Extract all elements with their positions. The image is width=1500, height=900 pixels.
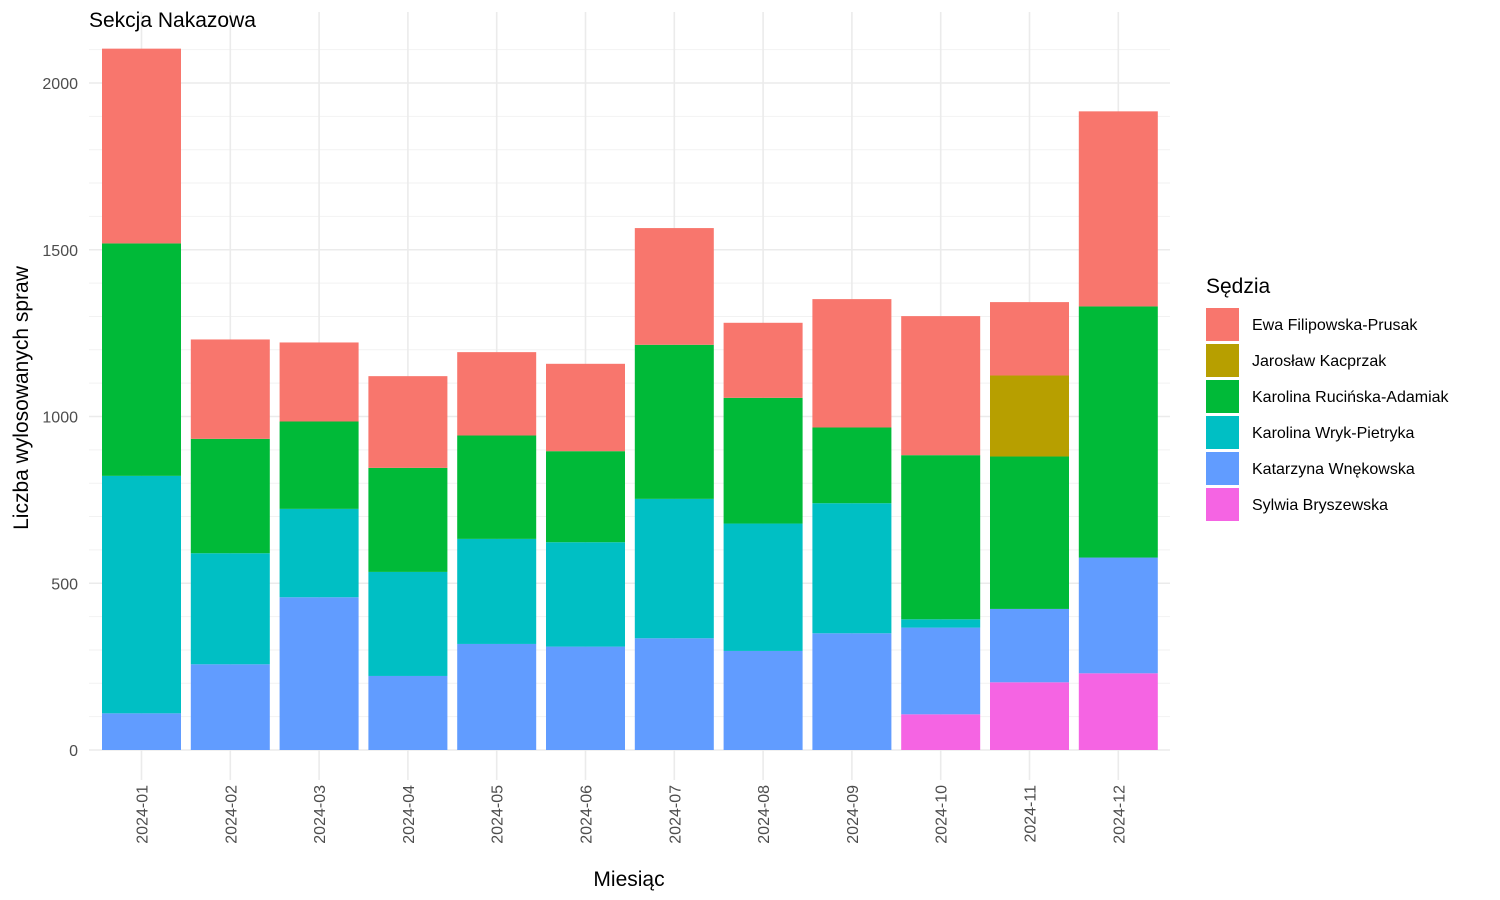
bar-segment: Ewa Filipowska-Prusak: 585 xyxy=(1078,111,1158,307)
bar-segment: Karolina Rucińska-Adamiak: 753 xyxy=(1078,306,1158,558)
bar-segment: Karolina Rucińska-Adamiak: 377 xyxy=(723,397,803,524)
legend-swatch xyxy=(1206,380,1239,413)
bar-segment: Jarosław Kacprzak: 243 xyxy=(990,375,1069,457)
bar-segment: Katarzyna Wnękowska: 260 xyxy=(901,627,981,715)
bar-segment: Sylwia Bryszewska: 230 xyxy=(1078,673,1158,750)
bar-segment: Karolina Wryk-Pietryka: 390 xyxy=(812,503,892,634)
bar-segment: Ewa Filipowska-Prusak: 220 xyxy=(990,302,1069,376)
bar-segment: Ewa Filipowska-Prusak: 298 xyxy=(190,339,270,439)
x-tick-label: 2024-09 xyxy=(845,785,862,844)
bar-segment: Sylwia Bryszewska: 203 xyxy=(990,682,1069,750)
bar-segment: Katarzyna Wnękowska: 257 xyxy=(190,664,270,750)
bar-segment: Katarzyna Wnękowska: 220 xyxy=(990,608,1069,683)
y-tick-label: 500 xyxy=(51,576,78,593)
bar-segment: Karolina Wryk-Pietryka: 312 xyxy=(368,571,448,676)
bar-segment: Ewa Filipowska-Prusak: 350 xyxy=(634,228,714,345)
x-tick-label: 2024-06 xyxy=(579,785,596,844)
bar-segment: Karolina Wryk-Pietryka: 313 xyxy=(546,542,625,647)
bar-segment: Katarzyna Wnękowska: 297 xyxy=(723,650,803,750)
bar-segment: Karolina Wryk-Pietryka: 382 xyxy=(723,523,803,651)
bar-segment: Karolina Rucińska-Adamiak: 262 xyxy=(279,421,359,509)
legend-label: Karolina Rucińska-Adamiak xyxy=(1252,389,1450,406)
bar-segment: Katarzyna Wnękowska: 110 xyxy=(102,713,181,750)
x-tick-label: 2024-03 xyxy=(312,785,329,844)
bar-segment: Ewa Filipowska-Prusak: 417 xyxy=(901,316,981,456)
bar-segment: Katarzyna Wnękowska: 318 xyxy=(457,643,537,750)
y-tick-label: 1500 xyxy=(42,243,78,260)
bar-segment: Katarzyna Wnękowska: 347 xyxy=(1078,557,1158,674)
x-tick-label: 2024-04 xyxy=(401,785,418,844)
x-tick-label: 2024-08 xyxy=(756,785,773,844)
bar-segment: Katarzyna Wnękowska: 350 xyxy=(812,633,892,750)
bar-segment: Ewa Filipowska-Prusak: 225 xyxy=(723,322,803,398)
bar-segment: Karolina Rucińska-Adamiak: 343 xyxy=(190,438,270,554)
legend-swatch xyxy=(1206,488,1239,521)
x-tick-label: 2024-05 xyxy=(490,785,507,844)
x-tick-label: 2024-10 xyxy=(934,785,951,844)
legend: Sędzia Ewa Filipowska-Prusak Jarosław Kac… xyxy=(1206,275,1450,521)
legend-label: Karolina Wryk-Pietryka xyxy=(1252,425,1415,442)
legend-label: Jarosław Kacprzak xyxy=(1252,353,1387,370)
bar-segment: Karolina Rucińska-Adamiak: 457 xyxy=(990,456,1069,609)
x-tick-label: 2024-11 xyxy=(1023,785,1040,843)
bar-segment: Ewa Filipowska-Prusak: 237 xyxy=(279,342,359,422)
y-tick-label: 1000 xyxy=(42,410,78,427)
legend-label: Sylwia Bryszewska xyxy=(1252,497,1388,514)
legend-label: Katarzyna Wnękowska xyxy=(1252,461,1415,478)
bar-segment: Katarzyna Wnękowska: 458 xyxy=(279,597,359,750)
bar-segment: Ewa Filipowska-Prusak: 250 xyxy=(457,352,537,436)
bar-segment: Ewa Filipowska-Prusak: 275 xyxy=(368,376,448,468)
bar-segment: Sylwia Bryszewska: 107 xyxy=(901,714,981,750)
bar-segment: Karolina Rucińska-Adamiak: 312 xyxy=(368,467,448,572)
bar-segment: Katarzyna Wnękowska: 222 xyxy=(368,675,448,750)
y-tick-label: 0 xyxy=(69,743,78,760)
chart-title: Sekcja Nakazowa xyxy=(89,9,256,32)
y-axis-ticks: 0 500 1000 1500 2000 xyxy=(42,76,78,760)
bar-segment: Karolina Rucińska-Adamiak: 492 xyxy=(901,455,981,620)
bars: Katarzyna Wnękowska: 110Karolina Wryk-Pi… xyxy=(102,48,1158,750)
legend-swatch xyxy=(1206,416,1239,449)
bar-segment: Karolina Rucińska-Adamiak: 462 xyxy=(634,344,714,499)
bar-segment: Ewa Filipowska-Prusak: 584 xyxy=(102,48,181,244)
bar-segment: Karolina Wryk-Pietryka: 25 xyxy=(901,619,981,628)
bar-segment: Karolina Wryk-Pietryka: 418 xyxy=(634,498,714,639)
bar-segment: Katarzyna Wnękowska: 335 xyxy=(634,638,714,750)
bar-segment: Karolina Rucińska-Adamiak: 227 xyxy=(812,427,892,504)
y-axis-title: Liczba wylosowanych spraw xyxy=(10,265,33,530)
legend-swatch xyxy=(1206,308,1239,341)
bar-segment: Karolina Wryk-Pietryka: 315 xyxy=(457,538,537,644)
x-tick-label: 2024-12 xyxy=(1111,785,1128,844)
x-tick-label: 2024-01 xyxy=(135,785,152,844)
bar-segment: Karolina Wryk-Pietryka: 265 xyxy=(279,508,359,598)
bar-segment: Ewa Filipowska-Prusak: 262 xyxy=(546,363,625,452)
legend-label: Ewa Filipowska-Prusak xyxy=(1252,317,1418,334)
x-tick-label: 2024-02 xyxy=(223,785,240,844)
legend-swatch xyxy=(1206,344,1239,377)
y-tick-label: 2000 xyxy=(42,76,78,93)
x-axis-title: Miesiąc xyxy=(593,868,664,891)
bar-segment: Karolina Rucińska-Adamiak: 697 xyxy=(102,243,181,476)
bar-segment: Karolina Rucińska-Adamiak: 273 xyxy=(546,451,625,543)
x-tick-label: 2024-07 xyxy=(667,785,684,844)
legend-swatch xyxy=(1206,452,1239,485)
bar-segment: Katarzyna Wnękowska: 310 xyxy=(546,646,625,750)
bar-segment: Karolina Rucińska-Adamiak: 310 xyxy=(457,435,537,539)
legend-title: Sędzia xyxy=(1206,275,1271,298)
bar-segment: Karolina Wryk-Pietryka: 333 xyxy=(190,553,270,665)
bar-segment: Karolina Wryk-Pietryka: 712 xyxy=(102,475,181,714)
bar-segment: Ewa Filipowska-Prusak: 385 xyxy=(812,299,892,428)
x-axis-ticks: 2024-01 2024-02 2024-03 2024-04 2024-05 2024-… xyxy=(135,785,1129,844)
